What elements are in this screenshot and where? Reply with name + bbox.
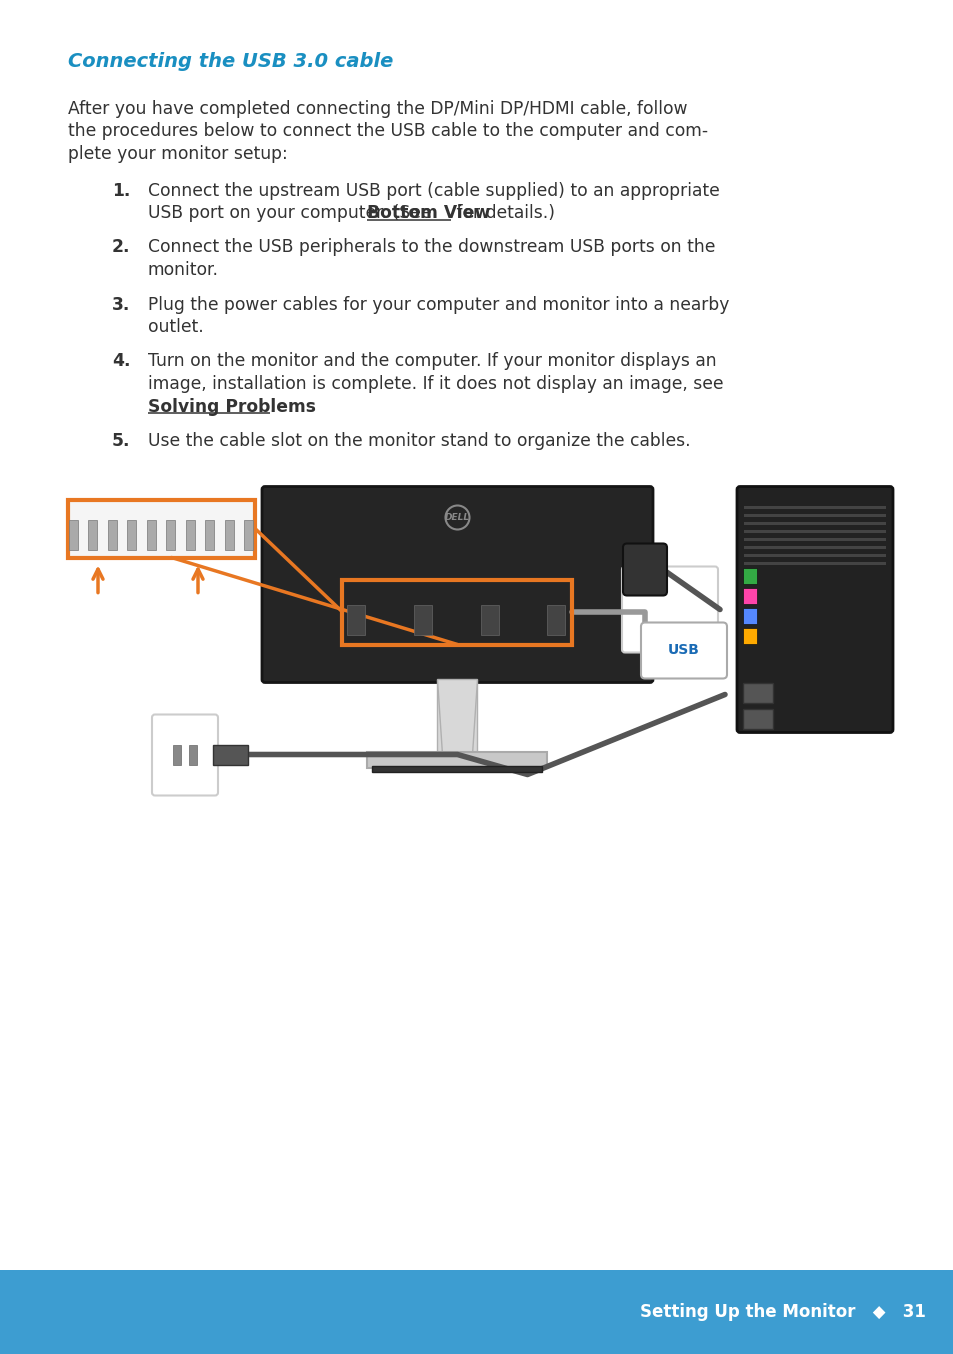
Text: Turn on the monitor and the computer. If your monitor displays an: Turn on the monitor and the computer. If… [148, 352, 716, 371]
Bar [186, 520, 194, 550]
Bar [743, 529, 885, 532]
FancyBboxPatch shape [621, 566, 718, 653]
Bar [372, 765, 542, 772]
Text: outlet.: outlet. [148, 318, 204, 336]
Bar [742, 682, 772, 703]
FancyBboxPatch shape [640, 623, 726, 678]
Bar [189, 745, 196, 765]
Text: Connect the upstream USB port (cable supplied) to an appropriate: Connect the upstream USB port (cable sup… [148, 181, 719, 199]
Bar [743, 554, 885, 556]
Bar [172, 745, 181, 765]
Bar [342, 580, 572, 645]
Bar [69, 520, 78, 550]
Text: Setting Up the Monitor   ◆   31: Setting Up the Monitor ◆ 31 [639, 1303, 925, 1322]
Text: for details.): for details.) [451, 204, 555, 222]
FancyBboxPatch shape [152, 715, 218, 796]
Bar [743, 546, 885, 548]
Bar [742, 567, 757, 584]
FancyBboxPatch shape [737, 486, 892, 733]
Text: image, installation is complete. If it does not display an image, see: image, installation is complete. If it d… [148, 375, 722, 393]
Bar [743, 521, 885, 524]
Bar [743, 513, 885, 516]
Text: the procedures below to connect the USB cable to the computer and com-: the procedures below to connect the USB … [68, 122, 707, 141]
Text: 3.: 3. [112, 295, 131, 314]
Text: Connect the USB peripherals to the downstream USB ports on the: Connect the USB peripherals to the downs… [148, 238, 715, 256]
Text: Connecting the USB 3.0 cable: Connecting the USB 3.0 cable [68, 51, 393, 70]
Bar [547, 604, 565, 635]
Text: 1.: 1. [112, 181, 131, 199]
Text: monitor.: monitor. [148, 261, 219, 279]
Bar [437, 680, 477, 754]
Text: Use the cable slot on the monitor stand to organize the cables.: Use the cable slot on the monitor stand … [148, 432, 690, 450]
Text: plete your monitor setup:: plete your monitor setup: [68, 145, 288, 162]
Text: USB port on your computer. (See: USB port on your computer. (See [148, 204, 436, 222]
Text: 5.: 5. [112, 432, 131, 450]
Bar [68, 500, 254, 558]
Text: DELL: DELL [444, 513, 470, 523]
Bar [347, 604, 365, 635]
Bar [414, 604, 432, 635]
Polygon shape [437, 680, 477, 754]
Bar [743, 538, 885, 540]
Bar [742, 588, 757, 604]
Bar [147, 520, 155, 550]
Bar [166, 520, 175, 550]
Bar [743, 505, 885, 509]
Bar [89, 520, 97, 550]
Text: 4.: 4. [112, 352, 131, 371]
Bar [205, 520, 213, 550]
Text: Plug the power cables for your computer and monitor into a nearby: Plug the power cables for your computer … [148, 295, 729, 314]
Bar [367, 751, 547, 768]
Bar [480, 604, 498, 635]
Bar [244, 520, 253, 550]
Text: .: . [270, 398, 274, 416]
Bar [0, 1270, 953, 1354]
Text: Bottom View: Bottom View [367, 204, 490, 222]
Text: Solving Problems: Solving Problems [148, 398, 315, 416]
FancyBboxPatch shape [622, 543, 666, 596]
Bar [742, 608, 757, 623]
Bar [127, 520, 136, 550]
Text: 2.: 2. [112, 238, 131, 256]
Bar [742, 627, 757, 643]
Bar [742, 708, 772, 728]
Bar [108, 520, 117, 550]
FancyBboxPatch shape [262, 486, 652, 682]
Bar [224, 520, 233, 550]
Text: USB: USB [667, 643, 700, 658]
Bar [213, 745, 248, 765]
Text: After you have completed connecting the DP/Mini DP/HDMI cable, follow: After you have completed connecting the … [68, 100, 687, 118]
Bar [743, 562, 885, 565]
